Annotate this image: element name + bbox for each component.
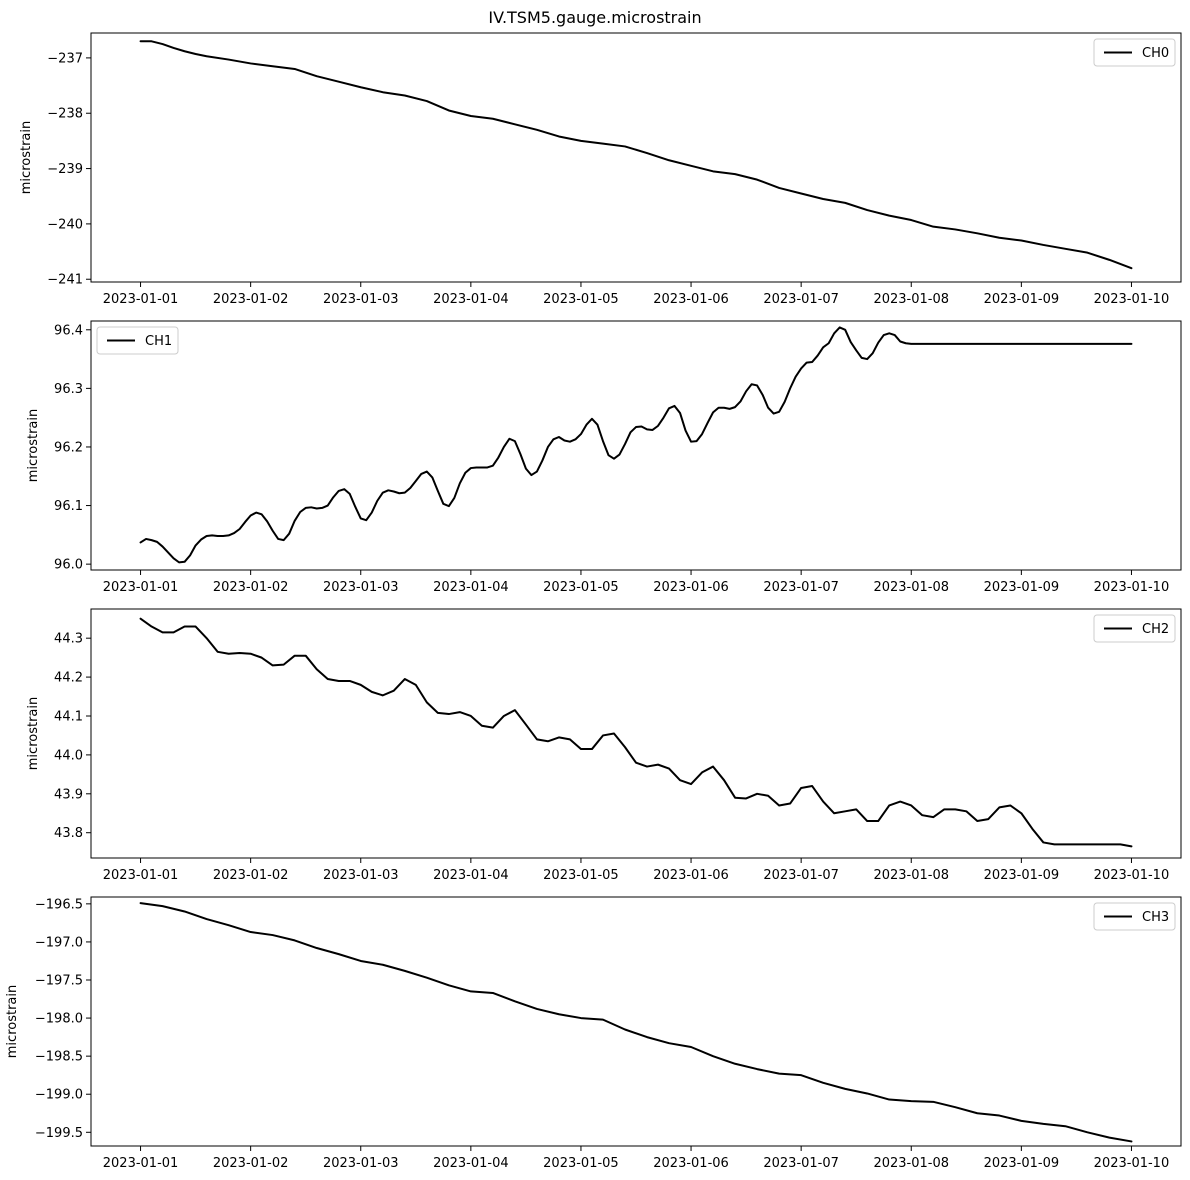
axes-frame [90,896,1182,1147]
y-tick-label: 43.9 [54,787,83,802]
x-tick-label: 2023-01-09 [984,1156,1060,1171]
x-tick-label: 2023-01-03 [323,292,399,307]
series-line-ch0 [139,40,1133,270]
x-tick-label: 2023-01-07 [763,1156,839,1171]
y-tick-label: −240 [47,217,83,232]
x-tick-label: 2023-01-05 [543,292,619,307]
y-axis-label: microstrain [19,121,34,194]
y-tick-label: −196.5 [35,897,83,912]
x-tick-label: 2023-01-09 [984,580,1060,595]
series-line-ch2 [139,617,1133,848]
axes-frame [90,320,1182,571]
y-tick-label: −238 [47,107,83,122]
x-tick-label: 2023-01-04 [433,1156,509,1171]
x-tick-label: 2023-01-10 [1094,868,1170,883]
x-tick-label: 2023-01-01 [103,868,179,883]
legend-label: CH1 [145,334,172,349]
subplot-1: 2023-01-01 2023-01-02 2023-01-03 2023-01-04… [26,320,1182,595]
x-tick-label: 2023-01-06 [653,580,729,595]
x-tick-label: 2023-01-04 [433,580,509,595]
x-tick-label: 2023-01-08 [873,580,949,595]
y-tick-label: 96.0 [54,558,83,573]
x-tick-label: 2023-01-07 [763,868,839,883]
x-tick-label: 2023-01-09 [984,868,1060,883]
x-tick-label: 2023-01-08 [873,292,949,307]
y-tick-label: −199.0 [35,1088,83,1103]
y-tick-label: 96.3 [54,382,83,397]
x-tick-label: 2023-01-01 [103,1156,179,1171]
y-tick-label: −198.5 [35,1050,83,1065]
series-line-ch1 [139,326,1133,564]
y-tick-label: −239 [47,162,83,177]
x-tick-label: 2023-01-01 [103,580,179,595]
x-tick-label: 2023-01-02 [213,292,289,307]
y-tick-label: 43.8 [54,826,83,841]
x-tick-label: 2023-01-02 [213,1156,289,1171]
figure-title: IV.TSM5.gauge.microstrain [488,8,701,27]
x-tick-label: 2023-01-04 [433,292,509,307]
x-tick-label: 2023-01-05 [543,580,619,595]
y-axis-label: microstrain [26,697,41,770]
y-tick-label: −241 [47,273,83,288]
y-tick-label: 44.3 [54,632,83,647]
y-tick-label: 96.1 [54,499,83,514]
axes-frame [90,608,1182,859]
y-tick-label: 44.1 [54,709,83,724]
x-tick-label: 2023-01-07 [763,292,839,307]
y-tick-label: 44.2 [54,671,83,686]
x-tick-label: 2023-01-02 [213,580,289,595]
subplot-3: 2023-01-01 2023-01-02 2023-01-03 2023-01-04… [5,896,1182,1171]
x-tick-label: 2023-01-10 [1094,1156,1170,1171]
legend-box [1093,614,1176,643]
y-tick-label: −237 [47,51,83,66]
y-tick-label: 96.4 [54,323,83,338]
legend-box [96,326,179,355]
y-tick-label: 44.0 [54,748,83,763]
y-tick-label: 96.2 [54,440,83,455]
legend: CH3 [1093,902,1176,931]
x-tick-label: 2023-01-05 [543,1156,619,1171]
x-tick-label: 2023-01-09 [984,292,1060,307]
x-tick-label: 2023-01-03 [323,1156,399,1171]
x-tick-label: 2023-01-02 [213,868,289,883]
legend-label: CH2 [1142,622,1169,637]
y-tick-label: −197.0 [35,935,83,950]
subplot-0: 2023-01-01 2023-01-02 2023-01-03 2023-01-04… [19,32,1182,307]
y-axis-label: microstrain [5,985,20,1058]
legend-label: CH3 [1142,910,1169,925]
y-tick-label: −197.5 [35,974,83,989]
x-tick-label: 2023-01-06 [653,868,729,883]
x-tick-label: 2023-01-03 [323,580,399,595]
y-tick-label: −199.5 [35,1126,83,1141]
x-tick-label: 2023-01-01 [103,292,179,307]
legend: CH1 [96,326,179,355]
x-tick-label: 2023-01-10 [1094,292,1170,307]
legend-box [1093,902,1176,931]
x-tick-label: 2023-01-04 [433,868,509,883]
axes-frame [90,32,1182,283]
y-tick-label: −198.0 [35,1012,83,1027]
legend: CH0 [1093,38,1176,67]
x-tick-label: 2023-01-05 [543,868,619,883]
legend-label: CH0 [1142,46,1169,61]
x-tick-label: 2023-01-08 [873,868,949,883]
x-tick-label: 2023-01-03 [323,868,399,883]
x-tick-label: 2023-01-07 [763,580,839,595]
legend-box [1093,38,1176,67]
x-tick-label: 2023-01-08 [873,1156,949,1171]
x-tick-label: 2023-01-10 [1094,580,1170,595]
series-line-ch3 [139,902,1133,1143]
legend: CH2 [1093,614,1176,643]
y-axis-label: microstrain [26,409,41,482]
x-tick-label: 2023-01-06 [653,292,729,307]
subplot-2: 2023-01-01 2023-01-02 2023-01-03 2023-01-04… [26,608,1182,883]
x-tick-label: 2023-01-06 [653,1156,729,1171]
